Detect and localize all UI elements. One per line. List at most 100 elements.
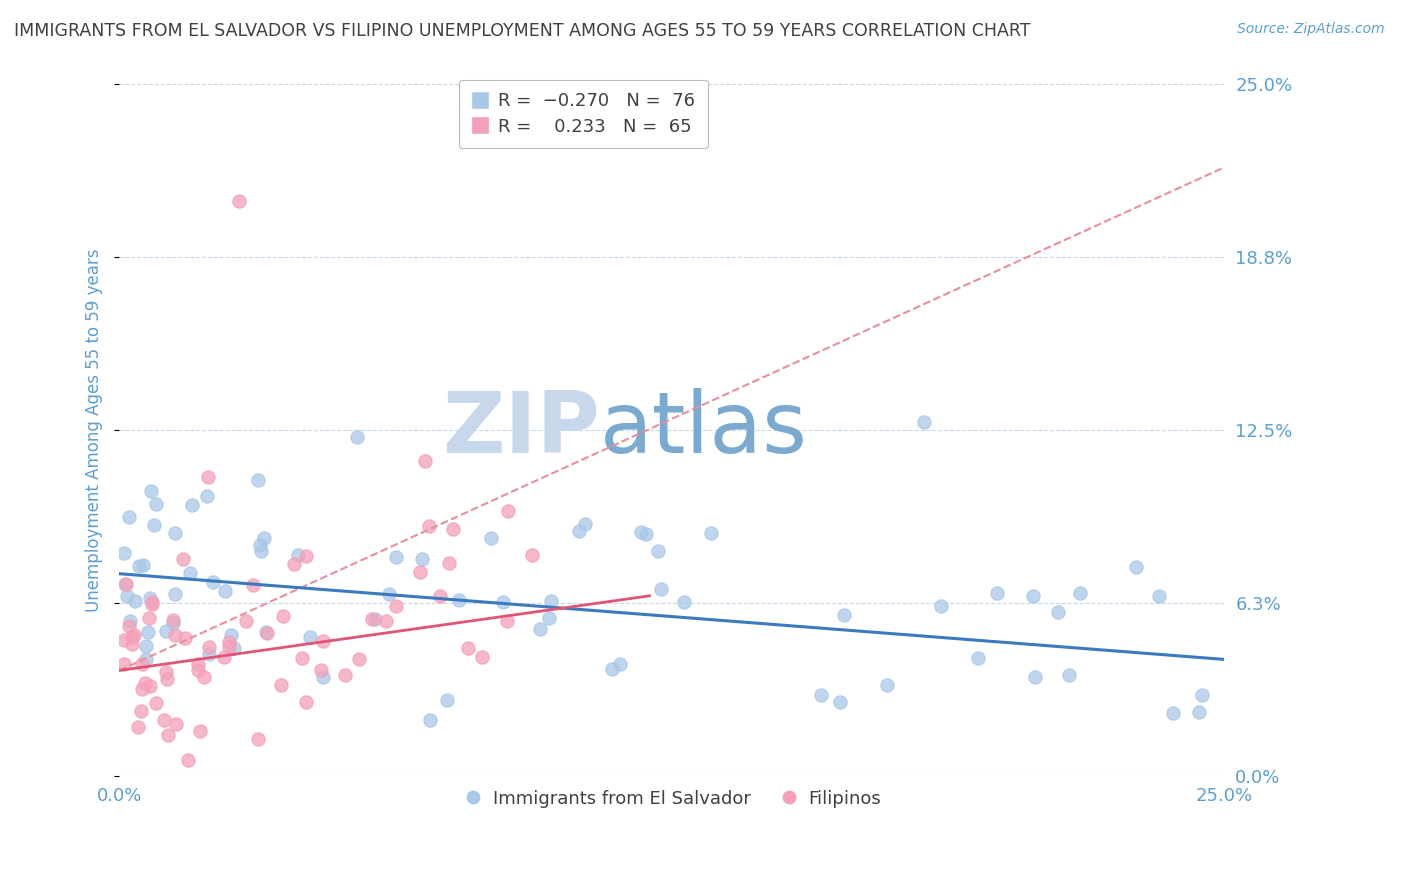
Point (436, 693, 458, 707)
Point (832, 607, 855, 622)
Point (568, 524, 591, 538)
Point (291, 651, 314, 665)
Point (242, 578, 264, 592)
Point (471, 649, 494, 664)
Legend: Immigrants from El Salvador, Filipinos: Immigrants from El Salvador, Filipinos (456, 782, 889, 815)
Point (187, 663, 209, 677)
Point (124, 594, 146, 608)
Point (967, 651, 990, 665)
Point (155, 624, 177, 638)
Point (384, 549, 406, 564)
Point (162, 613, 184, 627)
Point (537, 611, 560, 625)
Point (219, 628, 242, 642)
Point (479, 531, 502, 545)
Point (636, 527, 658, 541)
Point (139, 679, 162, 693)
Point (294, 695, 316, 709)
Point (253, 531, 276, 545)
Point (142, 517, 165, 532)
Point (283, 557, 305, 571)
Point (830, 695, 852, 709)
Point (256, 626, 278, 640)
Point (439, 556, 461, 570)
Point (198, 648, 221, 662)
Point (700, 525, 723, 540)
Point (145, 696, 167, 710)
Text: ZIP: ZIP (441, 389, 600, 472)
Point (496, 614, 519, 628)
Point (1069, 585, 1091, 599)
Point (1022, 589, 1045, 603)
Point (138, 611, 160, 625)
Point (139, 483, 162, 498)
Point (117, 510, 139, 524)
Point (271, 609, 294, 624)
Point (112, 546, 135, 560)
Point (298, 630, 321, 644)
Point (228, 194, 250, 208)
Point (193, 670, 215, 684)
Point (441, 522, 464, 536)
Point (177, 753, 200, 767)
Point (287, 548, 309, 562)
Point (419, 713, 441, 727)
Point (197, 640, 219, 654)
Point (650, 582, 672, 596)
Point (155, 665, 177, 679)
Point (179, 566, 201, 580)
Point (114, 577, 136, 591)
Point (429, 589, 451, 603)
Point (295, 549, 318, 563)
Point (1147, 589, 1170, 603)
Point (1191, 688, 1213, 702)
Point (1163, 706, 1185, 721)
Point (121, 637, 143, 651)
Point (529, 622, 551, 636)
Point (986, 586, 1008, 600)
Point (1057, 668, 1080, 682)
Point (187, 657, 209, 671)
Y-axis label: Unemployment Among Ages 55 to 59 years: Unemployment Among Ages 55 to 59 years (86, 248, 103, 612)
Point (347, 652, 370, 666)
Point (249, 538, 271, 552)
Point (333, 668, 356, 682)
Text: IMMIGRANTS FROM EL SALVADOR VS FILIPINO UNEMPLOYMENT AMONG AGES 55 TO 59 YEARS C: IMMIGRANTS FROM EL SALVADOR VS FILIPINO … (14, 22, 1031, 40)
Point (1047, 605, 1070, 619)
Point (384, 599, 406, 614)
Point (247, 732, 270, 747)
Point (361, 612, 384, 626)
Point (810, 688, 832, 702)
Point (374, 615, 396, 629)
Text: Source: ZipAtlas.com: Source: ZipAtlas.com (1237, 22, 1385, 37)
Point (129, 704, 152, 718)
Point (876, 678, 898, 692)
Point (115, 590, 138, 604)
Point (218, 640, 240, 655)
Point (912, 415, 935, 429)
Point (165, 717, 187, 731)
Point (647, 543, 669, 558)
Point (131, 681, 153, 696)
Point (673, 595, 696, 609)
Point (122, 628, 145, 642)
Point (609, 657, 631, 671)
Point (156, 728, 179, 742)
Point (165, 587, 187, 601)
Point (165, 628, 187, 642)
Point (156, 673, 179, 687)
Point (118, 619, 141, 633)
Point (172, 552, 194, 566)
Point (630, 525, 652, 540)
Point (131, 657, 153, 671)
Point (145, 497, 167, 511)
Point (112, 657, 135, 672)
Point (364, 611, 387, 625)
Point (492, 595, 515, 609)
Point (929, 599, 952, 614)
Point (224, 640, 246, 655)
Point (141, 595, 163, 609)
Point (218, 635, 240, 649)
Point (457, 641, 479, 656)
Point (235, 614, 257, 628)
